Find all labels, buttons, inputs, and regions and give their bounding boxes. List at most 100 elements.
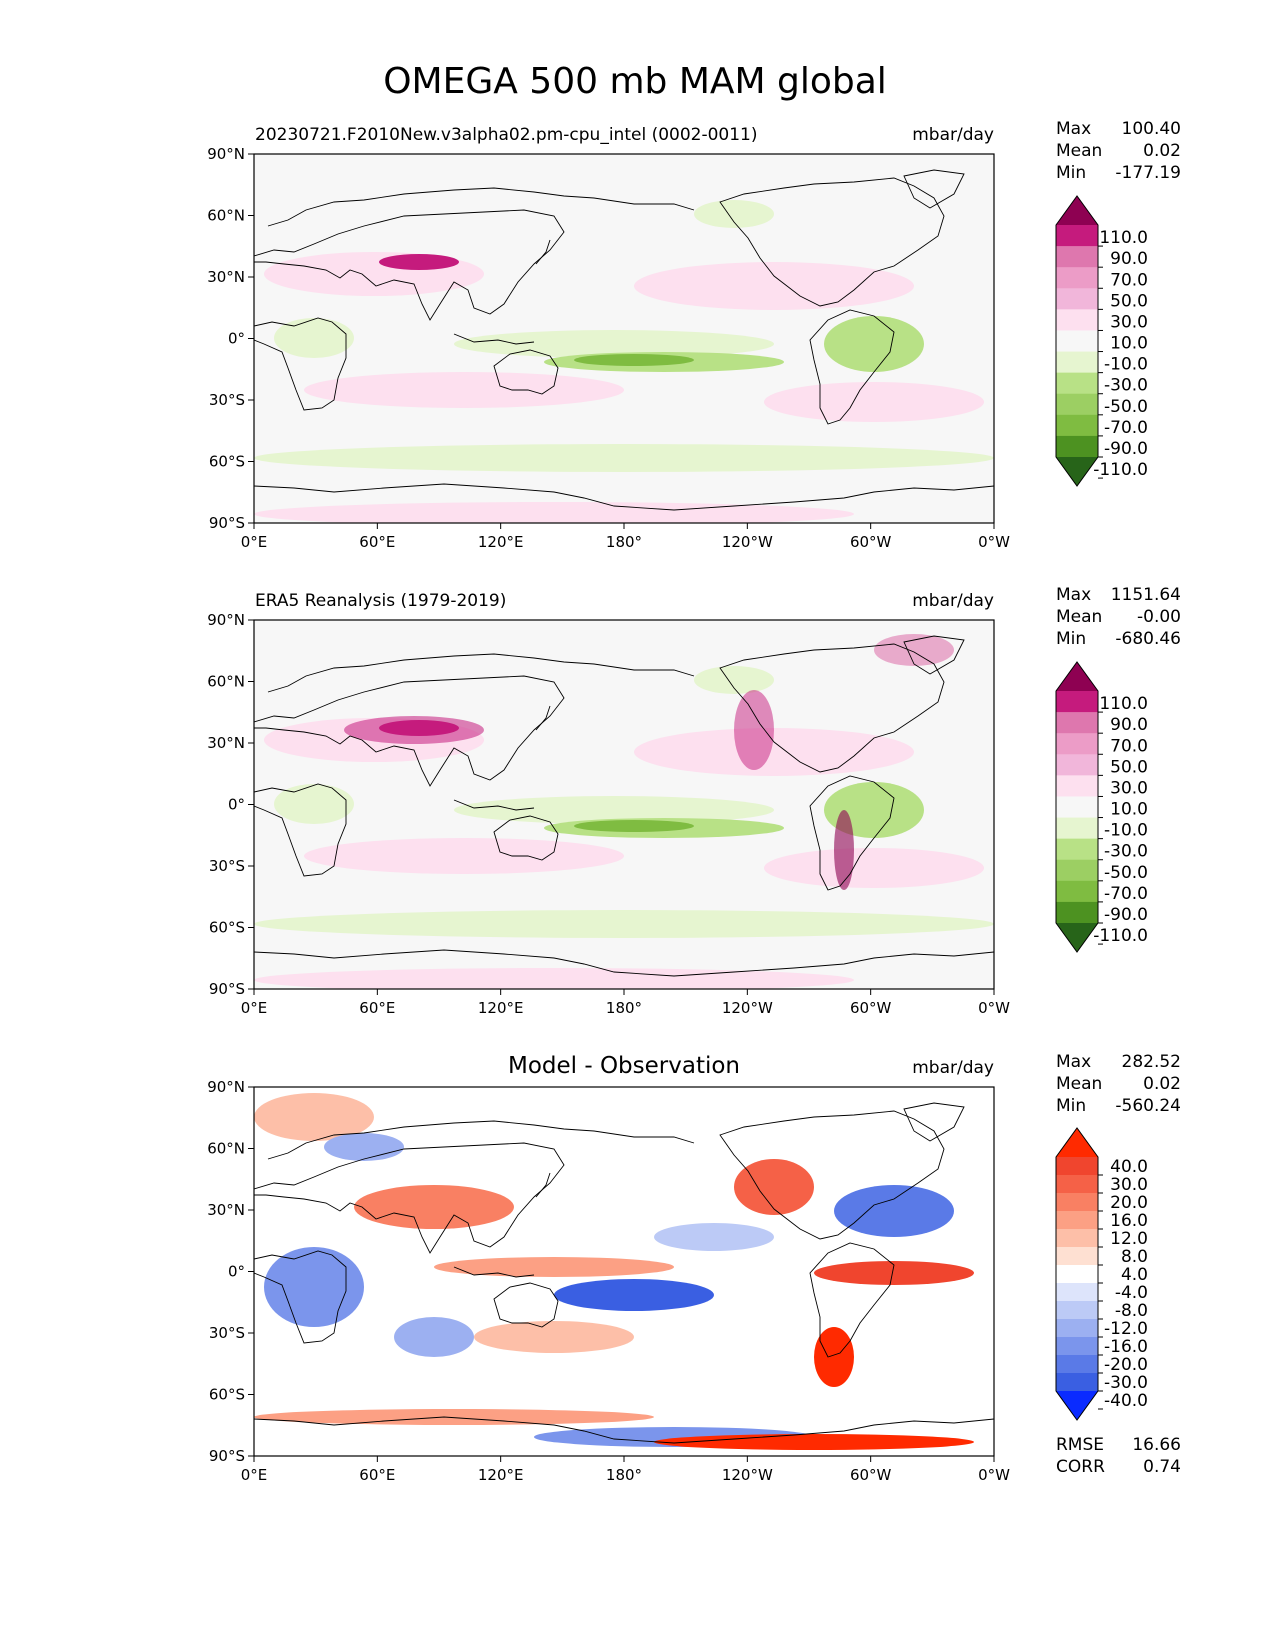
colorbar-segment [1056, 1175, 1098, 1194]
diff-corr-label: CORR [1056, 1457, 1105, 1477]
colorbar-segment [1056, 1247, 1098, 1266]
panel-model-map [253, 153, 995, 524]
colorbar-segment [1056, 1301, 1098, 1320]
colorbar-segment [1056, 691, 1098, 713]
colorbar-segment [1056, 1373, 1098, 1392]
colorbar-label: -30.0 [1104, 376, 1148, 396]
colorbar-label: 4.0 [1121, 1265, 1148, 1285]
panel-obs-map [253, 619, 995, 990]
colorbar-label: -30.0 [1104, 842, 1148, 862]
colorbar-label: -110.0 [1093, 926, 1148, 946]
y-tick-label: 0° [228, 330, 245, 348]
x-tick-label: 0°W [978, 533, 1010, 551]
panel-model-title: 20230721.F2010New.v3alpha02.pm-cpu_intel… [255, 125, 758, 145]
colorbar-label: 70.0 [1110, 270, 1148, 290]
colorbar-extend-min [1056, 1391, 1098, 1420]
colorbar-segment [1056, 372, 1098, 395]
colorbar-label: -16.0 [1104, 1337, 1148, 1357]
panel-model-stats: Max 100.40 Mean 0.02 Min -177.19 [1056, 119, 1181, 183]
colorbar-label: -8.0 [1115, 1301, 1148, 1321]
x-tick-label: 60°W [850, 533, 892, 551]
colorbar-segment [1056, 246, 1098, 268]
x-tick-label: 120°E [478, 533, 524, 551]
x-tick-label: 60°W [850, 999, 892, 1017]
panel-diff-units: mbar/day [912, 1058, 994, 1078]
y-tick-label: 0° [228, 1263, 245, 1281]
colorbar-label: -4.0 [1115, 1283, 1148, 1303]
colorbar-segment [1056, 1229, 1098, 1248]
y-tick-label: 0° [228, 796, 245, 814]
colorbar-label: -10.0 [1104, 821, 1148, 841]
colorbar-label: -50.0 [1104, 397, 1148, 417]
colorbar-segment [1056, 1337, 1098, 1356]
model-min-label: Min [1056, 163, 1086, 183]
colorbar-label: 50.0 [1110, 757, 1148, 777]
panel-obs: ERA5 Reanalysis (1979-2019) mbar/day 90°… [207, 585, 1181, 1017]
colorbar-segment [1056, 393, 1098, 416]
panel-diff-map [253, 1086, 995, 1457]
colorbar-segment [1056, 817, 1098, 840]
x-tick-label: 180° [606, 533, 642, 551]
colorbar-segment [1056, 859, 1098, 882]
colorbar-segment [1056, 1157, 1098, 1176]
y-tick-label: 90°S [209, 1447, 245, 1465]
x-tick-label: 120°E [478, 1466, 524, 1484]
x-tick-label: 0°E [241, 1466, 268, 1484]
colorbar-label: -90.0 [1104, 905, 1148, 925]
x-tick-label: 180° [606, 1466, 642, 1484]
diff-max-value: 282.52 [1122, 1052, 1181, 1072]
obs-min-value: -680.46 [1115, 629, 1181, 649]
x-tick-label: 180° [606, 999, 642, 1017]
x-tick-label: 60°E [359, 999, 395, 1017]
colorbar-segment [1056, 712, 1098, 734]
figure-title: OMEGA 500 mb MAM global [383, 61, 887, 102]
colorbar-extend-min [1056, 923, 1098, 952]
colorbar-segment [1056, 775, 1098, 797]
diff-rmse-label: RMSE [1056, 1435, 1104, 1455]
colorbar-label: 90.0 [1110, 715, 1148, 735]
colorbar-label: -40.0 [1104, 1391, 1148, 1411]
colorbar-label: 110.0 [1099, 694, 1148, 714]
colorbar-label: 30.0 [1110, 778, 1148, 798]
colorbar-label: 40.0 [1110, 1157, 1148, 1177]
colorbar-segment [1056, 1265, 1098, 1284]
colorbar-segment [1056, 267, 1098, 289]
panel-obs-yticks: 90°N 60°N 30°N 0° 30°S 60°S 90°S [207, 611, 254, 998]
y-tick-label: 60°S [209, 919, 245, 937]
panel-obs-xticks: 0°E 60°E 120°E 180° 120°W 60°W 0°W [241, 989, 1010, 1017]
colorbar-label: 16.0 [1110, 1211, 1148, 1231]
y-tick-label: 30°N [207, 268, 245, 286]
panel-obs-stats: Max 1151.64 Mean -0.00 Min -680.46 [1056, 585, 1181, 649]
colorbar-label: 10.0 [1110, 334, 1148, 354]
colorbar-label: -70.0 [1104, 418, 1148, 438]
colorbar-segment [1056, 838, 1098, 861]
obs-mean-label: Mean [1056, 607, 1102, 627]
colorbar-segment [1056, 1355, 1098, 1374]
model-mean-label: Mean [1056, 141, 1102, 161]
panel-obs-field [254, 620, 994, 989]
panel-diff-colorbar: 40.030.020.016.012.08.04.0-4.0-8.0-12.0-… [1055, 1127, 1148, 1421]
panel-model-xticks: 0°E 60°E 120°E 180° 120°W 60°W 0°W [241, 523, 1010, 551]
panel-model-units: mbar/day [912, 125, 994, 145]
diff-rmse-value: 16.66 [1132, 1435, 1181, 1455]
x-tick-label: 0°W [978, 1466, 1010, 1484]
panel-model-field [254, 154, 994, 523]
x-tick-label: 60°W [850, 1466, 892, 1484]
colorbar-label: -70.0 [1104, 884, 1148, 904]
y-tick-label: 60°N [207, 673, 245, 691]
x-tick-label: 120°E [478, 999, 524, 1017]
colorbar-extend-max [1056, 196, 1098, 225]
y-tick-label: 60°S [209, 453, 245, 471]
obs-mean-value: -0.00 [1137, 607, 1181, 627]
y-tick-label: 30°S [209, 1324, 245, 1342]
colorbar-label: 20.0 [1110, 1193, 1148, 1213]
x-tick-label: 0°E [241, 533, 268, 551]
colorbar-extend-max [1056, 1128, 1098, 1157]
x-tick-label: 0°W [978, 999, 1010, 1017]
model-mean-value: 0.02 [1143, 141, 1181, 161]
y-tick-label: 90°S [209, 980, 245, 998]
x-tick-label: 0°E [241, 999, 268, 1017]
y-tick-label: 90°N [207, 1078, 245, 1096]
model-max-value: 100.40 [1122, 119, 1181, 139]
